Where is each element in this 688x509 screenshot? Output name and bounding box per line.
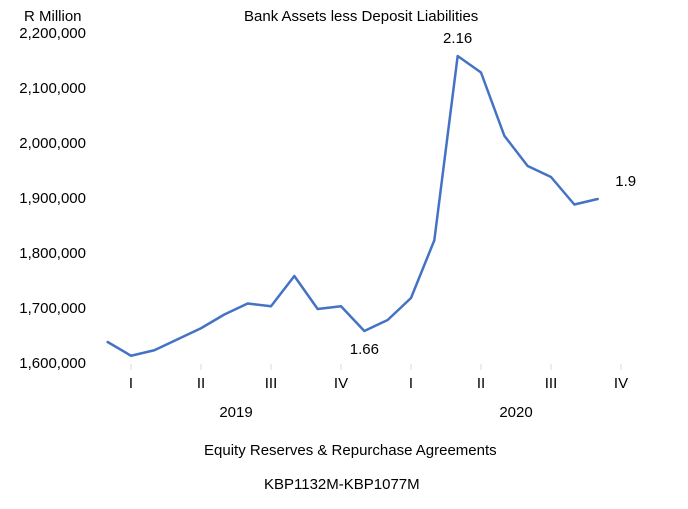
- data-label: 1.66: [350, 341, 379, 358]
- x-quarter-label: II: [477, 375, 485, 392]
- chart-container: R Million Bank Assets less Deposit Liabi…: [0, 0, 688, 509]
- y-tick-label: 1,800,000: [0, 245, 86, 262]
- chart-subtitle-1: Equity Reserves & Repurchase Agreements: [204, 442, 497, 459]
- chart-subtitle-2: KBP1132M-KBP1077M: [264, 476, 420, 493]
- x-quarter-label: III: [545, 375, 558, 392]
- data-label: 1.9: [615, 173, 636, 190]
- x-quarter-label: I: [409, 375, 413, 392]
- x-quarter-label: I: [129, 375, 133, 392]
- x-quarter-label: II: [197, 375, 205, 392]
- x-year-label: 2019: [219, 404, 252, 421]
- x-quarter-label: IV: [334, 375, 348, 392]
- y-tick-label: 2,100,000: [0, 80, 86, 97]
- y-tick-label: 2,000,000: [0, 135, 86, 152]
- y-tick-label: 2,200,000: [0, 25, 86, 42]
- line-series: [108, 56, 598, 356]
- x-quarter-label: IV: [614, 375, 628, 392]
- y-tick-label: 1,900,000: [0, 190, 86, 207]
- chart-plot: [0, 0, 688, 509]
- y-tick-label: 1,700,000: [0, 300, 86, 317]
- x-year-label: 2020: [499, 404, 532, 421]
- y-tick-label: 1,600,000: [0, 355, 86, 372]
- data-label: 2.16: [443, 30, 472, 47]
- x-quarter-label: III: [265, 375, 278, 392]
